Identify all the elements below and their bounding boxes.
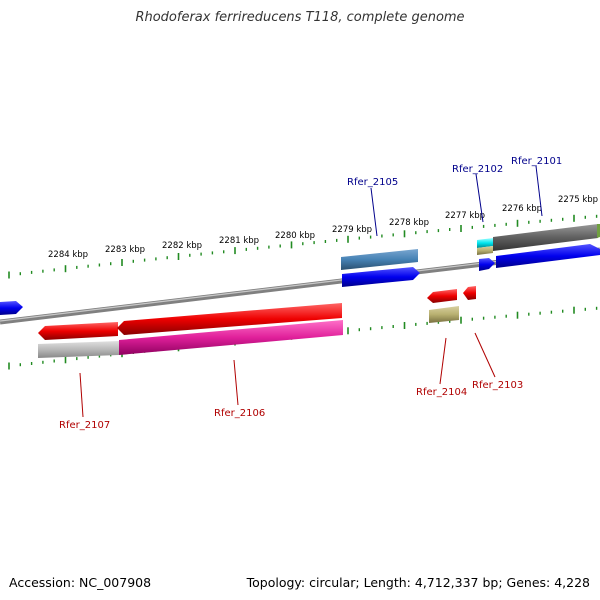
gene-labels: Rfer_2101 Rfer_2102 Rfer_2105 Rfer_2103 … bbox=[59, 156, 562, 431]
tick-label-2283: 2283 kbp bbox=[105, 245, 145, 255]
gene-label-rfer-2105[interactable]: Rfer_2105 bbox=[347, 177, 398, 188]
tick-label-2278: 2278 kbp bbox=[389, 218, 429, 228]
scale-ticks-upper bbox=[8, 214, 598, 279]
tick-label-2276: 2276 kbp bbox=[502, 204, 542, 214]
gene-cog-bar-rfer-2105[interactable] bbox=[341, 249, 418, 270]
gene-label-rfer-2106[interactable]: Rfer_2106 bbox=[214, 408, 265, 419]
gene-arrow-rfer-2101[interactable] bbox=[496, 244, 600, 268]
gene-cog-bar-rfer-2107[interactable] bbox=[38, 341, 119, 358]
tick-label-2279: 2279 kbp bbox=[332, 225, 372, 235]
gene-label-rfer-2101[interactable]: Rfer_2101 bbox=[511, 156, 562, 167]
scale-labels: 2284 kbp 2283 kbp 2282 kbp 2281 kbp 2280… bbox=[48, 195, 598, 260]
tick-label-2275: 2275 kbp bbox=[558, 195, 598, 205]
gene-label-rfer-2103[interactable]: Rfer_2103 bbox=[472, 380, 523, 391]
gene-cog-bar-rfer-2104[interactable] bbox=[429, 306, 459, 323]
leader-line-rfer-2103 bbox=[474, 332, 496, 378]
gene-arrow-rfer-2103[interactable] bbox=[463, 286, 476, 300]
leader-line-rfer-2104 bbox=[439, 337, 447, 385]
gene-arrow-rfer-2104[interactable] bbox=[427, 289, 457, 303]
gene-cog-bar-rfer-2102-cyan[interactable] bbox=[477, 238, 493, 248]
gene-cog-bar-rfer-2102-olive[interactable] bbox=[477, 246, 493, 255]
gene-arrow-forward-left-edge[interactable] bbox=[0, 301, 23, 315]
gene-cog-bar-rfer-2101[interactable] bbox=[493, 224, 598, 251]
gene-label-rfer-2104[interactable]: Rfer_2104 bbox=[416, 387, 467, 398]
gene-arrow-rfer-2106[interactable] bbox=[117, 303, 342, 335]
leader-line-rfer-2107 bbox=[79, 372, 84, 418]
gene-cog-bar-rfer-2106[interactable] bbox=[119, 320, 343, 355]
tick-label-2280: 2280 kbp bbox=[275, 231, 315, 241]
gene-label-rfer-2102[interactable]: Rfer_2102 bbox=[452, 164, 503, 175]
tick-label-2277: 2277 kbp bbox=[445, 211, 485, 221]
reverse-strand-genes bbox=[38, 286, 476, 358]
leader-line-rfer-2102 bbox=[475, 173, 484, 223]
gene-arrow-rfer-2102[interactable] bbox=[479, 258, 495, 271]
gene-label-rfer-2107[interactable]: Rfer_2107 bbox=[59, 420, 110, 431]
gene-cog-bar-rfer-2101-edge bbox=[597, 224, 600, 238]
gene-arrow-rfer-2105[interactable] bbox=[342, 267, 420, 287]
leader-line-rfer-2101 bbox=[535, 165, 543, 217]
footer-accession: Accession: NC_007908 bbox=[9, 575, 152, 590]
map-title: Rhodoferax ferrireducens T118, complete … bbox=[135, 10, 465, 25]
footer-topology-info: Topology: circular; Length: 4,712,337 bp… bbox=[246, 575, 590, 590]
tick-label-2282: 2282 kbp bbox=[162, 241, 202, 251]
gene-arrow-rfer-2107[interactable] bbox=[38, 322, 118, 340]
tick-label-2284: 2284 kbp bbox=[48, 250, 88, 260]
leader-line-rfer-2106 bbox=[233, 359, 239, 406]
forward-strand-genes bbox=[0, 224, 600, 315]
tick-label-2281: 2281 kbp bbox=[219, 236, 259, 246]
leader-line-rfer-2105 bbox=[370, 187, 378, 237]
